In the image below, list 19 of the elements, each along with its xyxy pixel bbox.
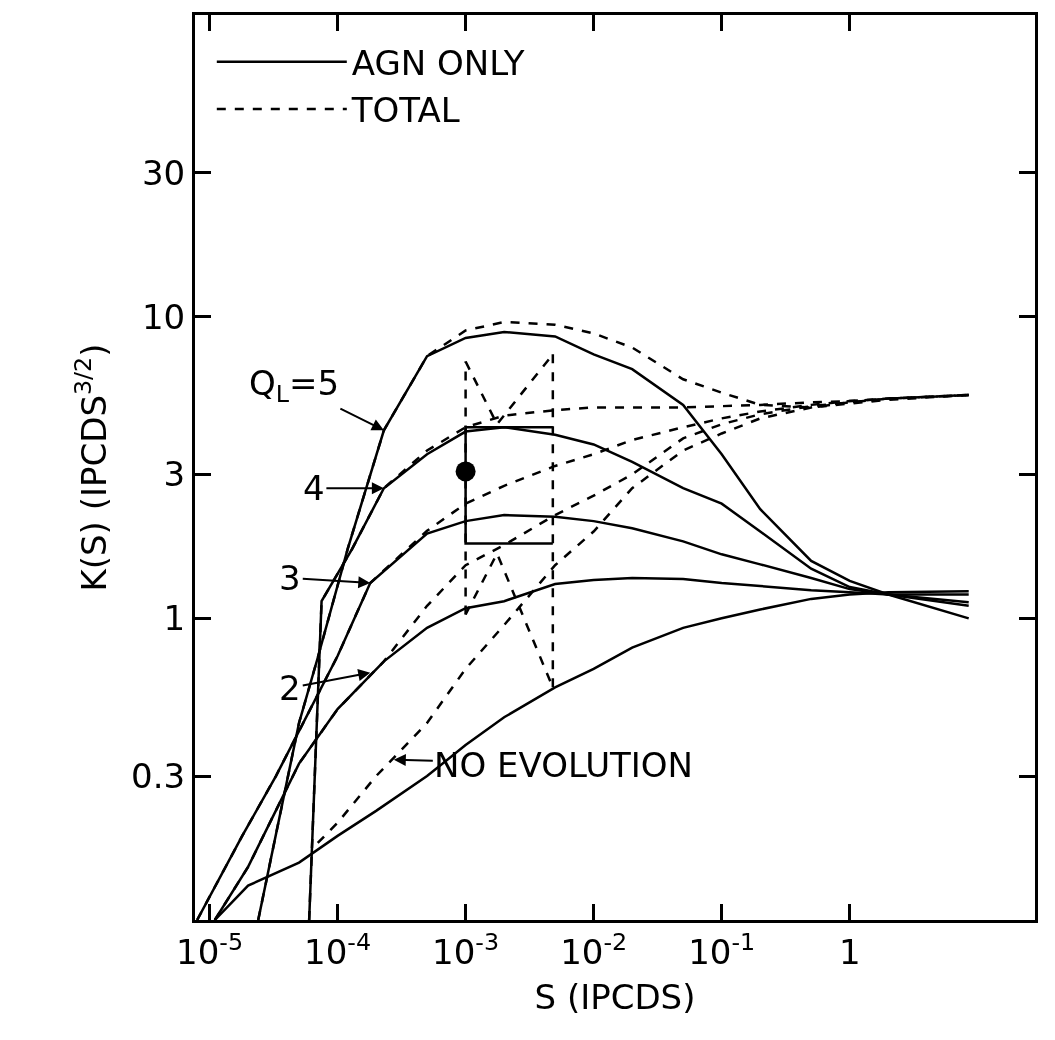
y-tick-label: 0.3 — [131, 755, 186, 796]
x-tick-label: 10$^{-2}$ — [560, 927, 628, 972]
y-tick-label: 3 — [163, 454, 186, 495]
x-tick-label: 10$^{-4}$ — [304, 927, 372, 972]
x-tick-label: 1 — [838, 931, 861, 972]
annotation: 4 — [303, 468, 325, 508]
annotation: 2 — [279, 668, 301, 708]
legend-label: TOTAL — [350, 90, 460, 131]
x-tick-label: 10$^{-5}$ — [176, 927, 244, 972]
x-tick-label: 10$^{-1}$ — [688, 927, 756, 972]
y-tick-label: 1 — [163, 598, 186, 639]
annotation: Q$_{L}$=5 — [249, 363, 340, 409]
y-tick-label: 10 — [141, 296, 186, 337]
y-tick-label: 30 — [141, 152, 186, 193]
annotation: NO EVOLUTION — [434, 745, 694, 785]
annotation: 3 — [279, 558, 301, 598]
x-axis-title: S (IPCDS) — [534, 977, 696, 1018]
legend-label: AGN ONLY — [351, 42, 525, 83]
x-tick-label: 10$^{-3}$ — [432, 927, 500, 972]
